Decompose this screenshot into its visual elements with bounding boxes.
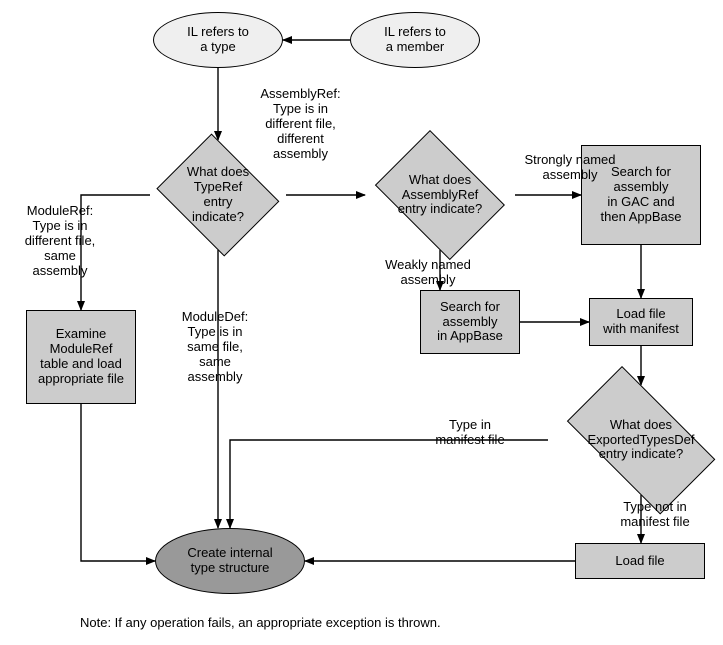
node-il-refers-member: IL refers toa member — [350, 12, 480, 68]
flowchart-canvas: IL refers toa type IL refers toa member … — [0, 0, 723, 645]
label-type-not-manifest: Type not inmanifest file — [605, 500, 705, 530]
node-load-file: Load file — [575, 543, 705, 579]
label-assemblyref: AssemblyRef:Type is indifferent file,dif… — [243, 87, 358, 162]
node-create-internal-type: Create internaltype structure — [155, 528, 305, 594]
node-assemblyref-decision: What doesAssemblyRefentry indicate? — [365, 140, 515, 250]
label-type-in-manifest: Type inmanifest file — [415, 418, 525, 448]
node-exportedtypesdef-decision: What doesExportedTypesDefentry indicate? — [548, 385, 723, 495]
node-examine-moduleref: ExamineModuleReftable and loadappropriat… — [26, 310, 136, 404]
label-strongly-named: Strongly namedassembly — [520, 153, 620, 183]
node-load-manifest: Load filewith manifest — [589, 298, 693, 346]
node-il-refers-type: IL refers toa type — [153, 12, 283, 68]
label-moduleref: ModuleRef:Type is indifferent file,samea… — [10, 204, 110, 279]
label-moduledef: ModuleDef:Type is insame file,sameassemb… — [165, 310, 265, 385]
node-search-appbase: Search forassemblyin AppBase — [420, 290, 520, 354]
footer-note: Note: If any operation fails, an appropr… — [80, 615, 441, 630]
label-weakly-named: Weakly namedassembly — [378, 258, 478, 288]
